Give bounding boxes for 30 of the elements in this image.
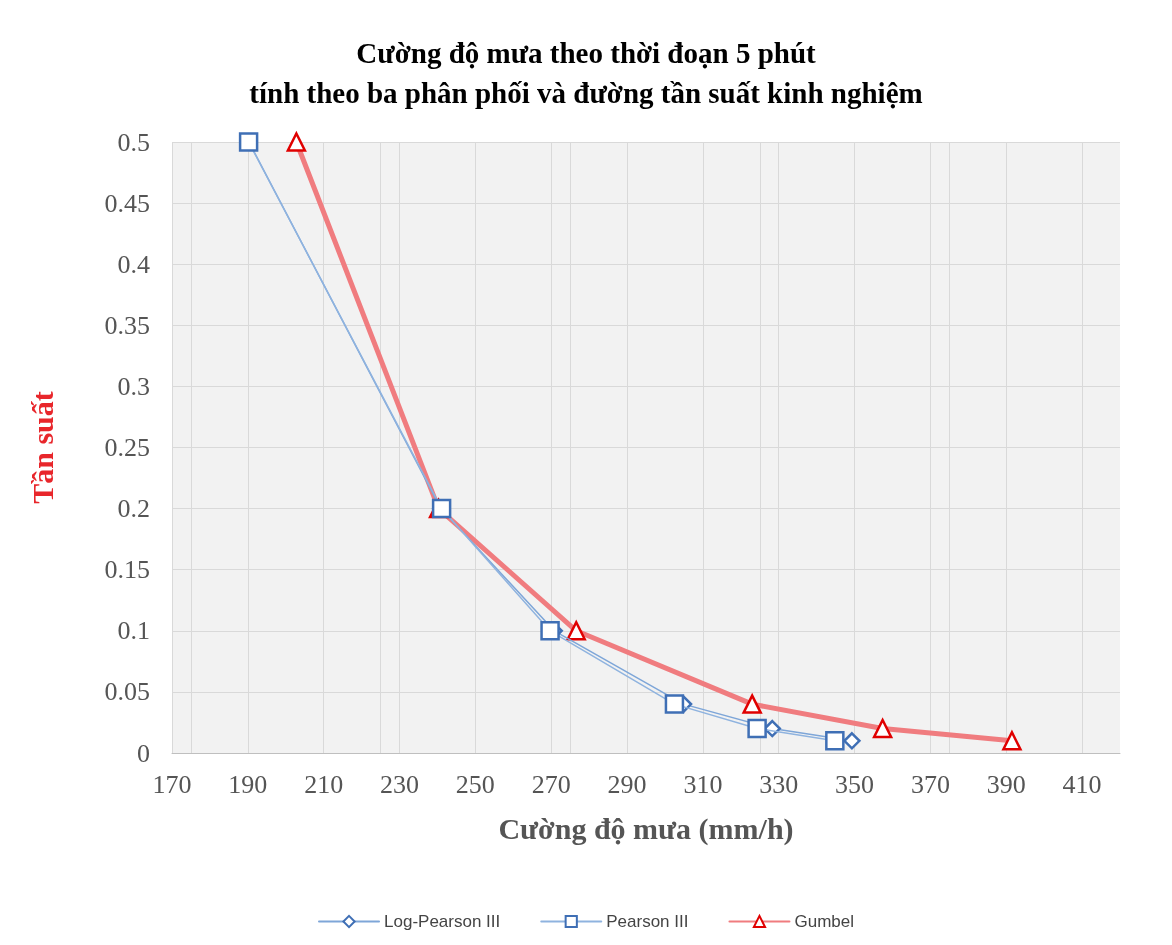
y-tick-label: 0.5	[117, 127, 150, 157]
y-tick-label: 0.35	[104, 310, 150, 340]
x-tick-label: 390	[986, 769, 1026, 799]
x-tick-label: 310	[683, 769, 723, 799]
legend-label: Gumbel	[794, 912, 854, 931]
y-tick-label: 0.45	[104, 188, 150, 218]
x-tick-label: 170	[152, 769, 192, 799]
x-tick-label: 330	[759, 769, 799, 799]
x-axis-title: Cường độ mưa (mm/h)	[498, 811, 794, 846]
y-tick-label: 0.2	[117, 494, 150, 524]
y-tick-label: 0.3	[117, 371, 150, 401]
x-tick-label: 270	[531, 769, 571, 799]
y-tick-label: 0.15	[104, 555, 150, 585]
x-tick-label: 410	[1062, 769, 1102, 799]
x-tick-label: 350	[835, 769, 875, 799]
legend-label: Log-Pearson III	[384, 912, 501, 931]
x-tick-label: 230	[380, 769, 420, 799]
x-tick-label: 250	[455, 769, 495, 799]
x-tick-label: 210	[304, 769, 344, 799]
legend-label: Pearson III	[606, 912, 689, 931]
y-tick-label: 0.25	[104, 433, 150, 462]
x-tick-label: 370	[910, 769, 950, 799]
x-tick-label: 290	[607, 769, 647, 799]
x-tick-label: 190	[228, 769, 268, 799]
y-tick-label: 0	[137, 738, 150, 768]
y-tick-label: 0.4	[117, 249, 150, 279]
y-tick-label: 0.1	[117, 616, 150, 646]
y-tick-label: 0.05	[104, 677, 150, 707]
chart-title: Cường độ mưa theo thời đoạn 5 phút tính theo ba phân phối và đường tần suất kinh nghiệm	[249, 37, 923, 109]
y-axis-title: Tần suất	[25, 391, 59, 504]
